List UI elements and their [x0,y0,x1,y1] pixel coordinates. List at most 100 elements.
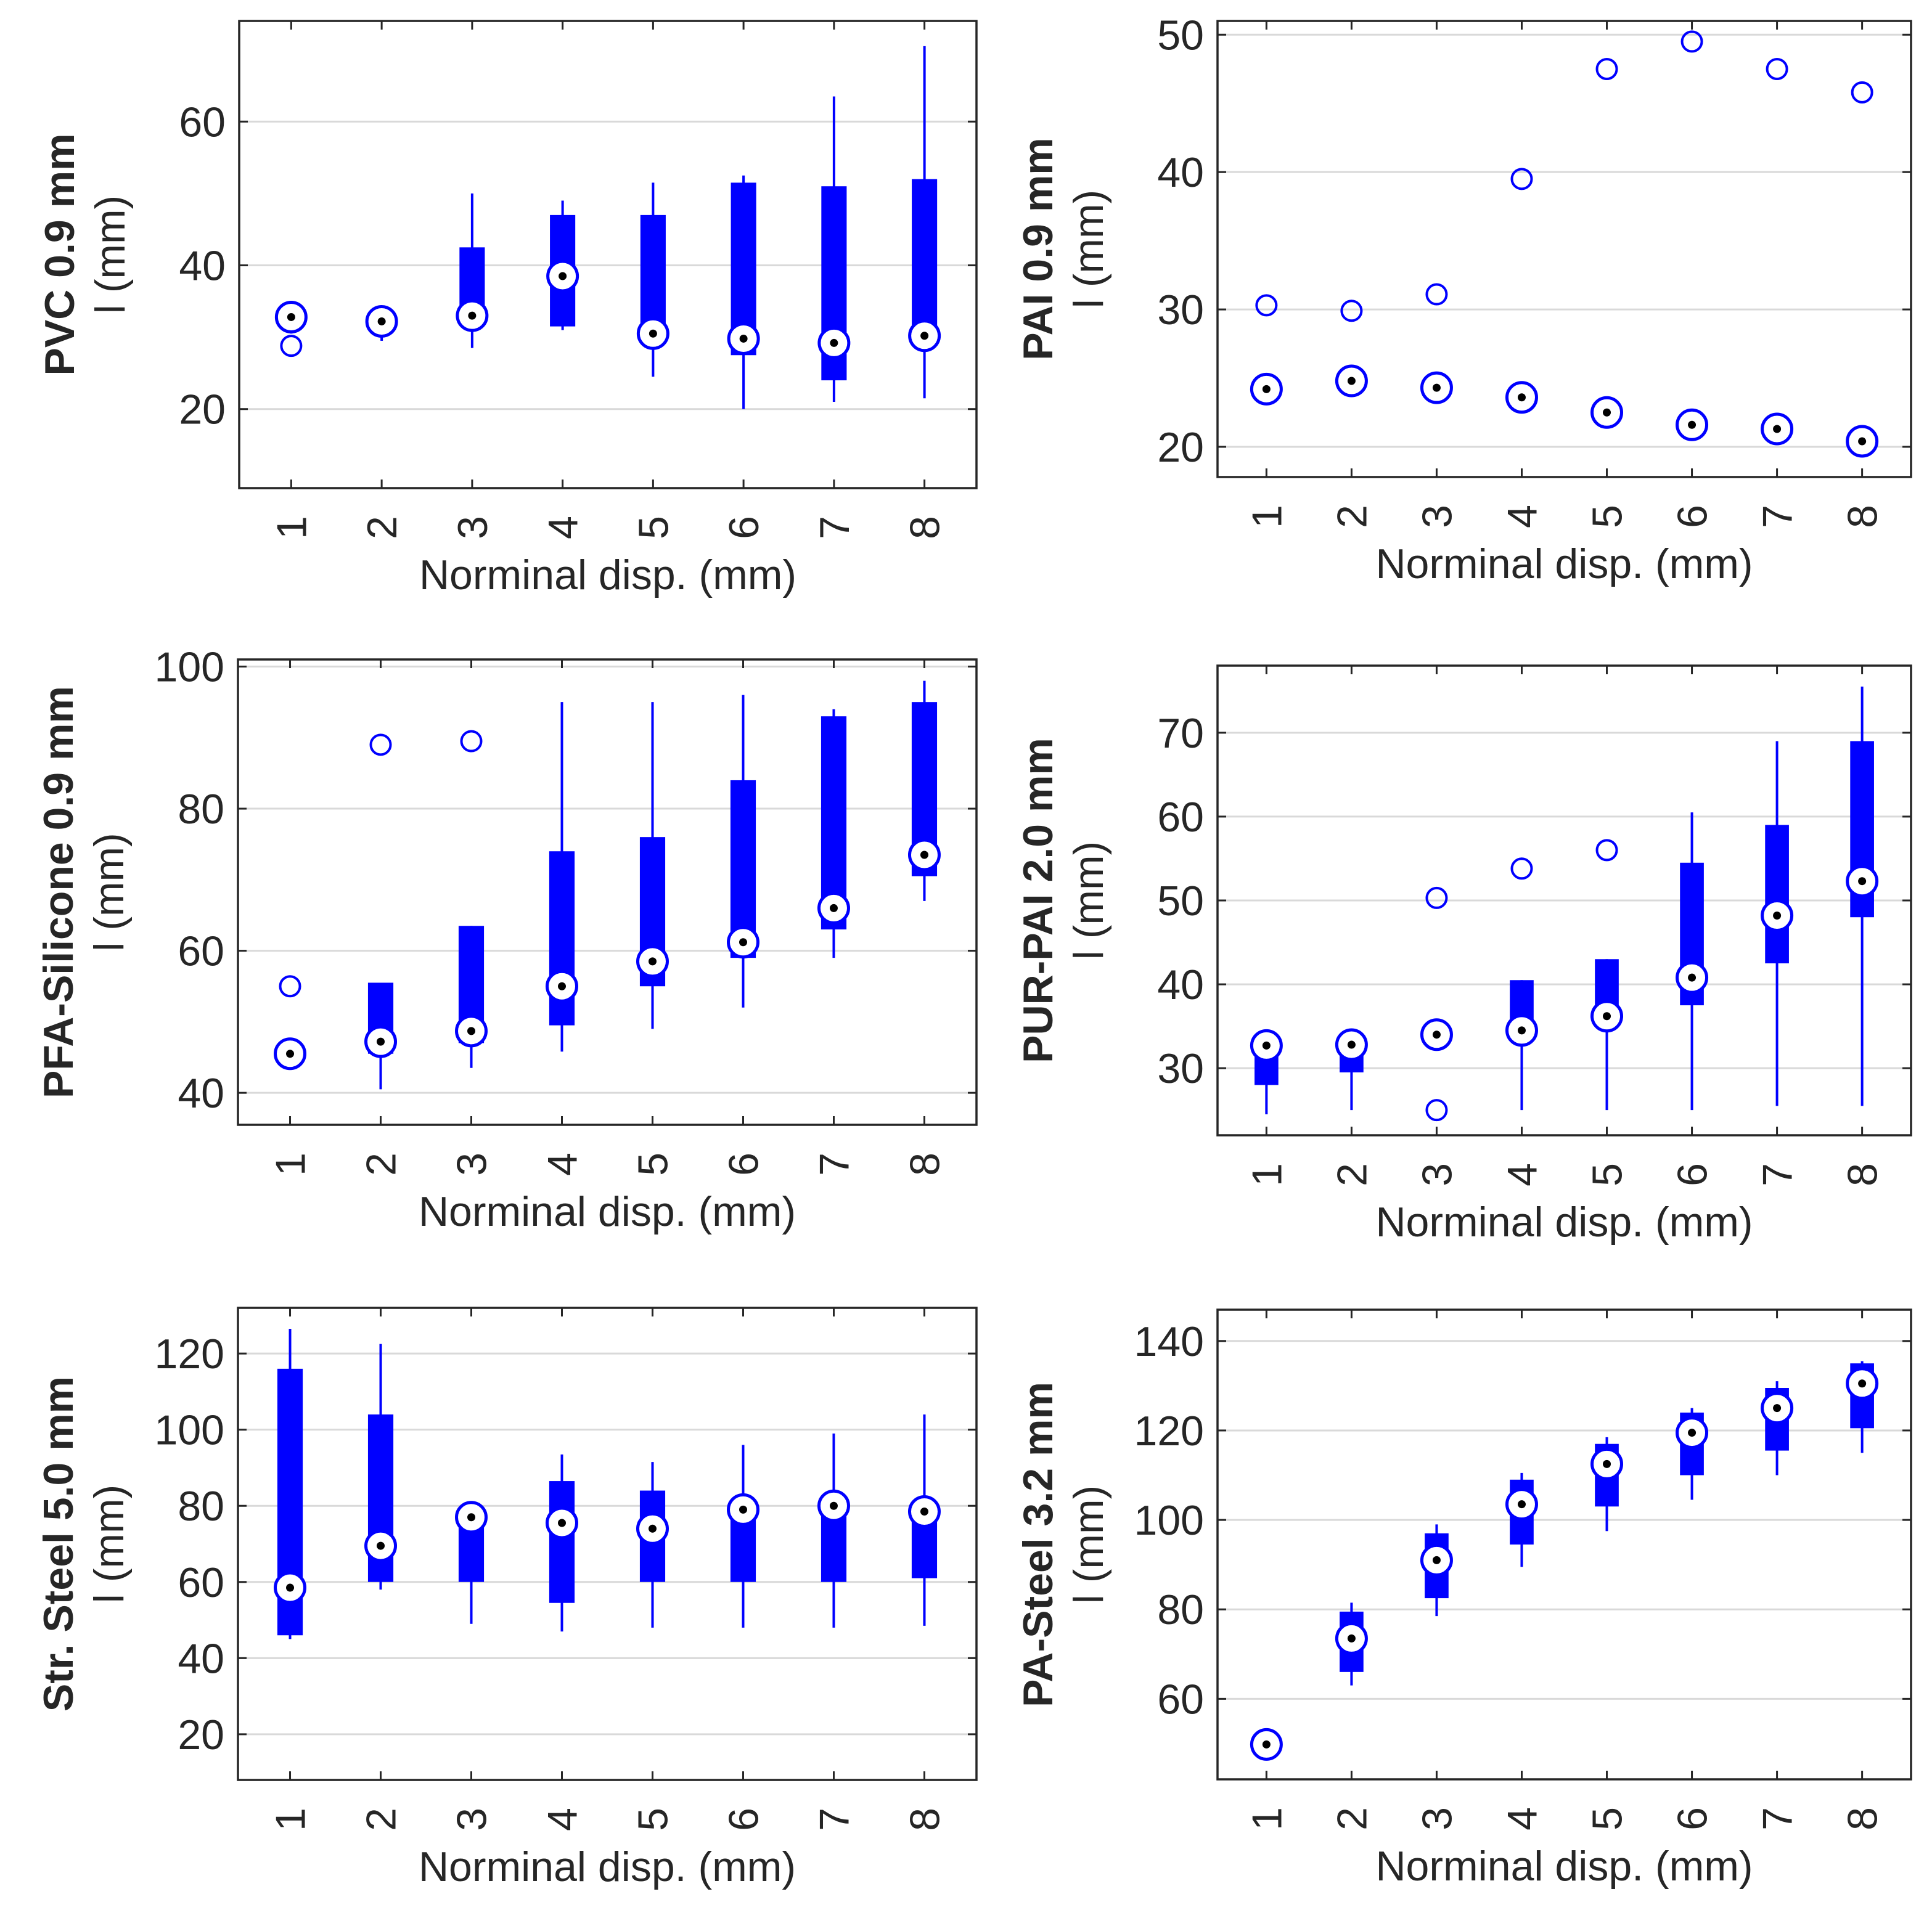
outlier-point [1425,886,1448,909]
x-axis-label: Norminal disp. (mm) [419,552,796,598]
x-tick-label: 2 [359,516,406,539]
y-axis-label: l (mm) [86,1485,133,1604]
outlier-point [1510,168,1533,190]
x-tick-label: 8 [1840,505,1886,528]
x-tick-label: 1 [1243,1163,1290,1186]
x-tick-label: 4 [539,1153,586,1176]
outlier-point [1766,58,1788,81]
median-dot [558,982,567,990]
y-tick-label: 80 [1157,1586,1204,1633]
panel-5: 20 40 60 80 100 120 1 2 3 4 5 6 7 8 Norminal disp. (mm… [35,1307,978,1890]
median-dot [1262,385,1271,393]
outlier-point [1255,294,1278,317]
outlier-point [1340,300,1363,322]
x-tick-label: 3 [1414,1807,1460,1830]
x-tick-label: 2 [1328,1163,1375,1186]
x-axis-label: Norminal disp. (mm) [419,1188,796,1235]
median-dot [287,312,295,321]
x-tick-label: 3 [1414,505,1460,528]
median-dot [1773,425,1782,433]
y-tick-label: 50 [1157,12,1204,59]
x-axis-label: Norminal disp. (mm) [419,1843,796,1890]
panel-6: 60 80 100 120 140 1 2 3 4 5 6 7 8 Norminal disp. (mm)… [1015,1308,1912,1890]
median-dot [467,1027,476,1035]
y-tick-label: 100 [155,1407,224,1454]
axes-frame [1216,664,1912,1137]
median-dot [468,311,477,320]
x-tick-label: 1 [1243,1807,1290,1830]
panel-2: 20 30 40 50 1 2 3 4 5 6 7 8 Norminal disp. (mm) PAI 0… [1015,12,1912,587]
outlier-point [1425,1099,1448,1122]
x-tick-label: 6 [721,516,767,539]
y-tick-label: 60 [1157,794,1204,841]
x-tick-label: 1 [268,1808,314,1831]
median-dot [1688,1429,1697,1437]
median-dot [1773,1404,1782,1413]
median-dot [649,329,657,338]
y-tick-label: 60 [179,99,226,145]
median-dot [1603,1012,1611,1021]
median-dot [377,1541,385,1550]
y-tick-label: 30 [1157,287,1204,333]
y-axis-label: l (mm) [86,833,133,952]
y-axis-label: l (mm) [1065,190,1112,309]
axes-frame [238,20,978,489]
y-tick-label: 40 [178,1070,224,1117]
median-dot [920,851,928,859]
x-tick-label: 8 [901,1808,948,1831]
median-dot [920,332,929,340]
median-dot [1603,1459,1611,1468]
x-tick-label: 4 [539,1808,586,1831]
y-tick-label: 40 [179,242,226,289]
median-dot [377,1037,385,1046]
median-dot [1432,1031,1441,1039]
median-dot [1262,1041,1271,1050]
x-tick-label: 4 [540,516,587,539]
median-dot [739,334,748,343]
axes-frame [1216,1308,1912,1781]
y-tick-label: 40 [178,1635,224,1682]
median-dot [1432,383,1441,392]
outlier-point [279,975,301,998]
median-dot [286,1583,295,1592]
y-axis-title: Str. Steel 5.0 mm [35,1376,82,1712]
median-dot [286,1050,295,1058]
x-tick-label: 4 [1499,1163,1545,1186]
median-dot [467,1513,476,1522]
x-tick-label: 6 [720,1153,767,1176]
outlier-point [369,733,392,756]
y-tick-label: 40 [1157,961,1204,1008]
median-dot [1773,911,1782,920]
outlier-point [280,335,303,357]
y-tick-label: 50 [1157,878,1204,924]
y-tick-label: 30 [1157,1045,1204,1092]
outlier-point [1680,30,1703,53]
median-dot [1688,420,1697,429]
x-tick-label: 7 [811,1808,858,1831]
x-tick-label: 1 [1243,505,1290,528]
y-axis-title: PUR-PAI 2.0 mm [1015,738,1062,1063]
box [549,1481,575,1603]
y-tick-label: 80 [178,1483,224,1530]
x-axis-label: Norminal disp. (mm) [1375,1199,1753,1246]
outlier-point [1510,857,1533,880]
median-dot [648,1524,657,1533]
x-tick-label: 5 [1584,1807,1631,1830]
panel-1: 20 40 60 1 2 3 4 5 6 7 8 Norminal disp. (mm) PVC 0.9… [36,20,978,598]
median-dot [739,938,747,947]
y-tick-label: 60 [178,1559,224,1606]
median-dot [920,1507,928,1516]
x-tick-label: 3 [1414,1163,1460,1186]
x-tick-label: 8 [1840,1807,1886,1830]
median-dot [830,338,838,347]
x-tick-label: 2 [1328,1807,1375,1830]
x-tick-label: 5 [630,516,677,539]
median-dot [1603,408,1611,417]
median-dot [829,904,838,912]
outlier-point [460,730,483,753]
median-dot [829,1501,838,1510]
median-dot [1517,1026,1526,1035]
box [1765,825,1789,964]
y-axis-label: l (mm) [1065,841,1112,960]
median-dot [1347,377,1356,385]
